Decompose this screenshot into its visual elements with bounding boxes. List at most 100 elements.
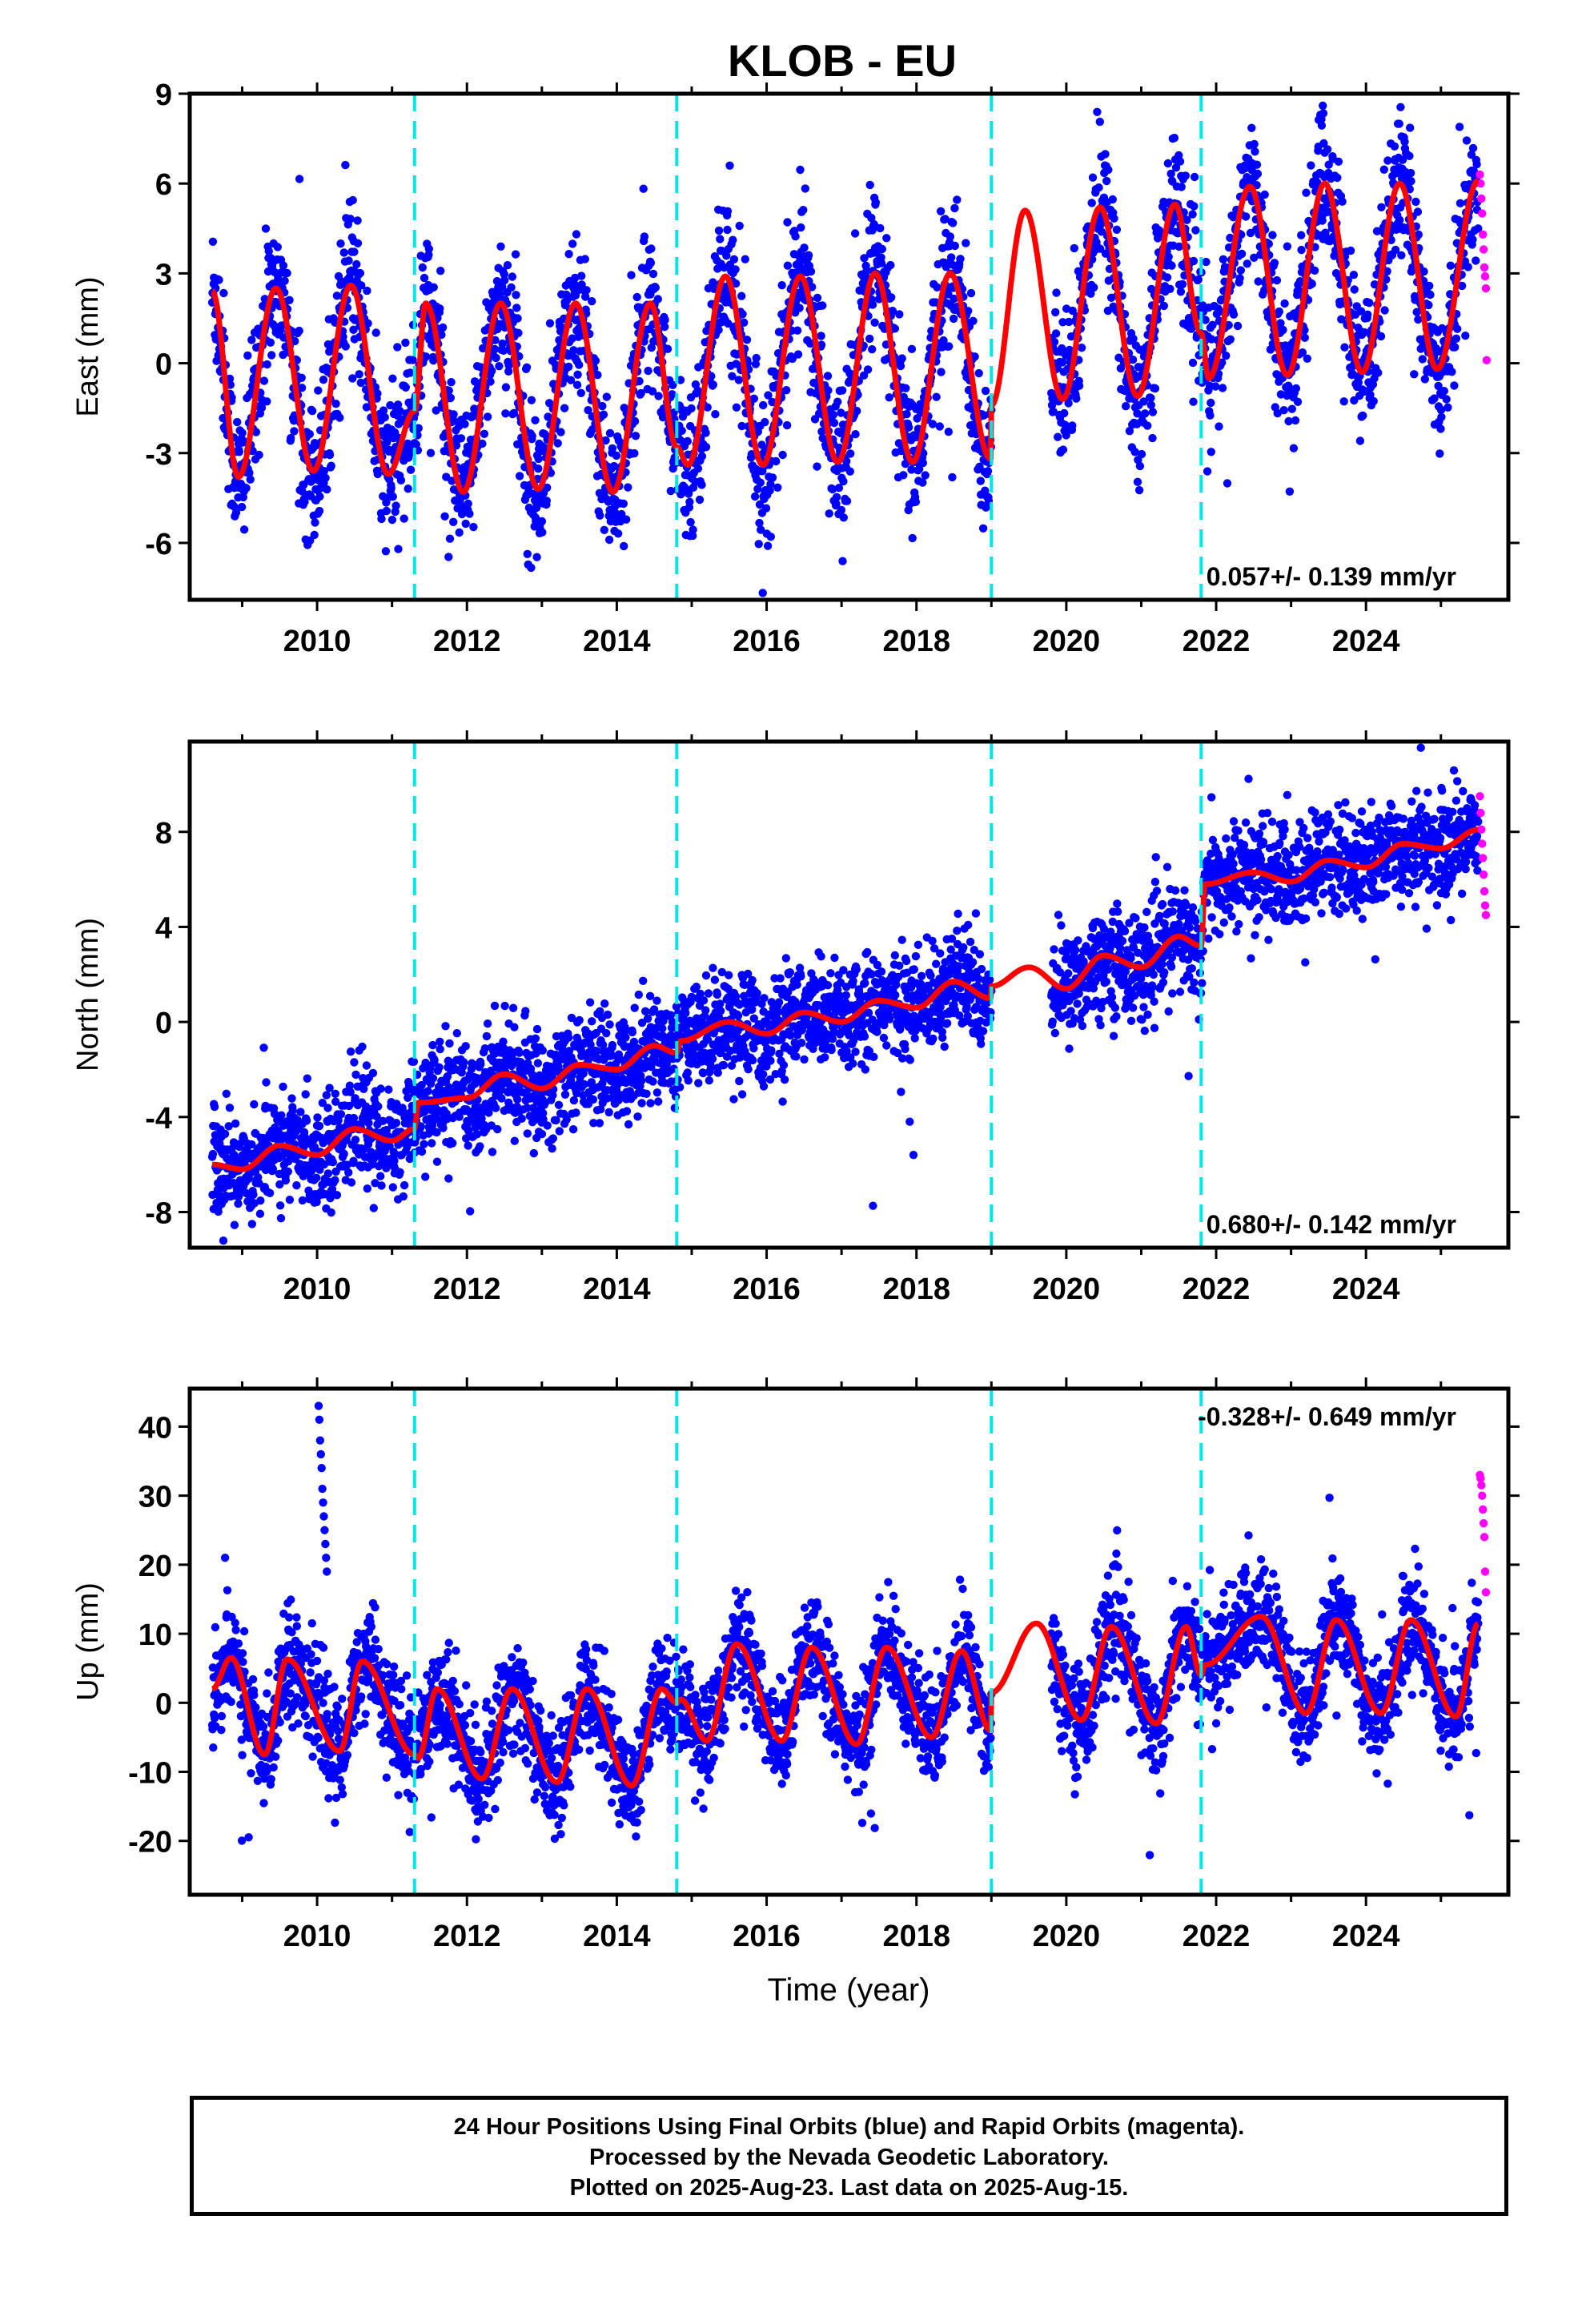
data-point	[1188, 210, 1197, 219]
data-point	[716, 235, 725, 243]
data-point	[602, 1029, 611, 1038]
x-tick-label: 2024	[1332, 625, 1400, 658]
data-point	[902, 409, 911, 419]
data-point	[238, 428, 247, 437]
data-point	[865, 334, 874, 344]
data-point	[1413, 207, 1423, 216]
data-point	[813, 293, 822, 303]
data-point	[1268, 231, 1277, 239]
data-point	[464, 442, 474, 451]
data-point	[1137, 449, 1146, 459]
data-point	[838, 557, 847, 565]
data-point	[568, 239, 577, 248]
data-point	[605, 428, 615, 438]
data-point	[1279, 325, 1287, 335]
data-point	[1350, 285, 1359, 294]
data-point	[237, 502, 247, 512]
data-point	[897, 354, 906, 363]
data-point	[622, 515, 631, 524]
data-point	[510, 1023, 519, 1031]
data-point	[362, 1061, 371, 1070]
data-point	[1148, 408, 1158, 416]
data-point	[230, 1220, 239, 1229]
data-point	[737, 292, 746, 300]
data-point	[639, 976, 648, 986]
data-point	[1283, 242, 1292, 251]
data-point	[208, 1149, 218, 1159]
data-point	[491, 336, 500, 344]
data-point	[1176, 287, 1186, 296]
plot-area-east	[207, 94, 1492, 600]
data-point	[382, 506, 391, 516]
data-point	[523, 549, 532, 558]
data-point	[937, 368, 946, 376]
data-point	[1396, 103, 1405, 111]
data-point	[569, 1096, 579, 1105]
data-point	[595, 1119, 604, 1128]
data-point	[445, 534, 455, 543]
data-point	[347, 1178, 356, 1187]
data-point	[575, 360, 584, 369]
data-point	[1135, 461, 1145, 471]
data-point	[1188, 358, 1198, 368]
data-point	[661, 316, 669, 324]
data-point	[336, 1110, 346, 1119]
data-point	[331, 1176, 339, 1184]
data-point	[639, 184, 648, 193]
data-point	[219, 288, 228, 298]
data-point	[636, 1076, 646, 1085]
data-point	[693, 464, 703, 473]
data-point	[1436, 424, 1445, 433]
data-point	[621, 1033, 630, 1042]
data-point	[1425, 281, 1434, 291]
data-point	[1418, 355, 1427, 364]
y-tick-label: 6	[155, 168, 172, 202]
data-point	[542, 497, 551, 505]
data-point	[353, 239, 363, 247]
data-point	[1452, 334, 1461, 343]
data-point	[1293, 397, 1303, 406]
data-point	[227, 393, 236, 402]
data-point	[946, 232, 955, 241]
data-point	[630, 448, 639, 458]
data-point	[1397, 251, 1406, 259]
data-point	[652, 996, 661, 1005]
data-point	[552, 1116, 560, 1125]
data-point	[868, 300, 877, 309]
data-point	[513, 1095, 522, 1104]
data-point	[1133, 477, 1142, 486]
data-point	[456, 434, 466, 443]
data-point	[374, 1102, 383, 1111]
data-point	[1349, 271, 1359, 279]
data-point	[396, 476, 406, 485]
data-point	[895, 310, 904, 319]
data-point	[1410, 370, 1419, 379]
data-point	[1272, 275, 1282, 285]
data-point	[1446, 261, 1456, 270]
data-point	[1407, 177, 1415, 186]
data-point	[349, 325, 358, 334]
data-point	[464, 499, 472, 509]
data-point	[1122, 402, 1130, 411]
data-point	[341, 160, 350, 170]
data-point	[714, 226, 724, 235]
data-point	[510, 1136, 519, 1145]
data-point	[648, 1077, 657, 1086]
data-point	[460, 420, 469, 428]
data-point	[882, 234, 891, 243]
data-point	[1051, 329, 1061, 338]
data-point	[1334, 157, 1343, 166]
data-point	[806, 267, 816, 276]
data-point	[469, 522, 478, 532]
data-point	[701, 443, 711, 452]
data-point	[490, 344, 500, 354]
data-point	[1376, 332, 1386, 341]
data-point	[247, 336, 256, 344]
data-point	[393, 343, 402, 352]
data-point	[846, 449, 855, 458]
data-point	[1189, 256, 1199, 266]
data-point	[457, 509, 467, 519]
data-point	[668, 390, 677, 399]
data-point	[865, 180, 874, 190]
data-point	[752, 353, 761, 363]
